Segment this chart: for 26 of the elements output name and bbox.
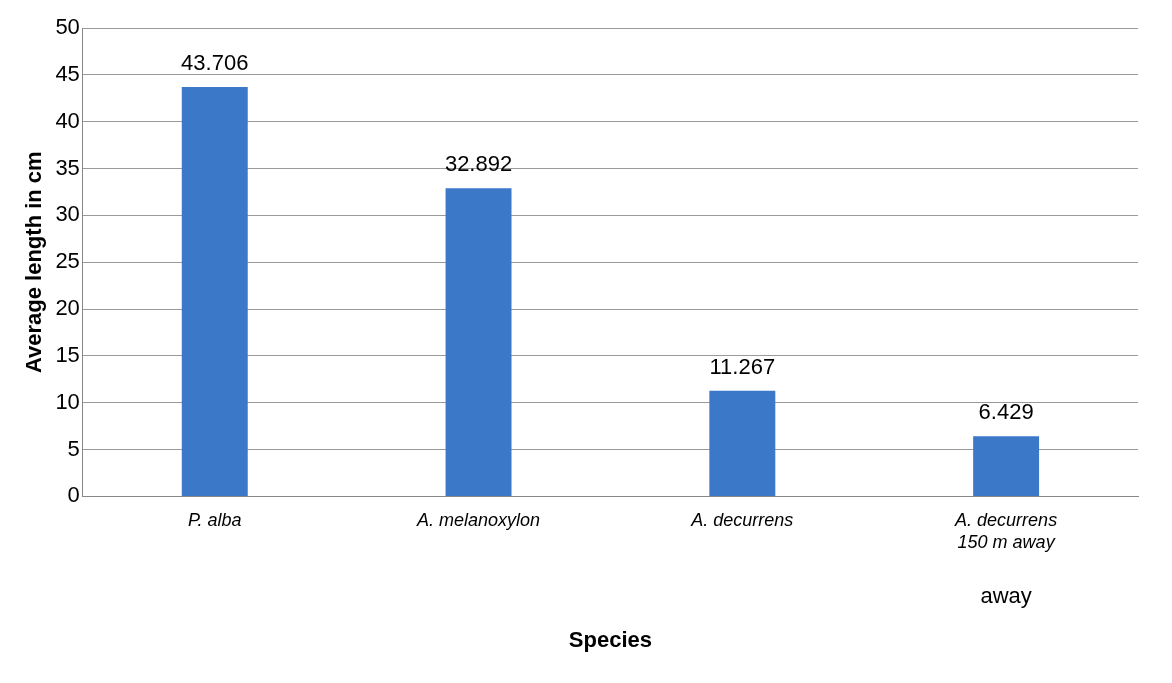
bar (445, 188, 512, 496)
text: away (980, 583, 1032, 609)
data-label: 43.706 (181, 50, 249, 76)
data-label: 6.429 (978, 399, 1034, 425)
x-axis-title: Species (568, 626, 653, 652)
x-tick-label: A. decurrens (690, 510, 794, 531)
y-tick-label: 25 (55, 248, 80, 274)
y-tick-label: 30 (55, 201, 80, 227)
y-tick-label: 20 (55, 295, 80, 321)
y-tick-label: 10 (55, 388, 80, 414)
data-label: 32.892 (444, 151, 513, 177)
x-tick-label: P. alba (187, 510, 242, 531)
x-tick-label: A. decurrens 150 m away (954, 510, 1058, 552)
data-label: 11.267 (709, 353, 776, 379)
y-tick-label: 50 (55, 14, 80, 40)
y-tick-label: 40 (55, 107, 80, 133)
bar (709, 390, 776, 496)
y-tick-label: 15 (55, 341, 80, 367)
x-tick-label: A. melanoxylon (416, 510, 541, 531)
bar (973, 436, 1040, 496)
y-tick-label: 0 (67, 482, 80, 508)
y-tick-label: 35 (55, 154, 80, 180)
y-tick-label: 5 (67, 435, 80, 461)
y-axis-title: Average length in cm (21, 151, 47, 374)
bar (181, 86, 248, 496)
y-tick-label: 45 (55, 60, 80, 86)
